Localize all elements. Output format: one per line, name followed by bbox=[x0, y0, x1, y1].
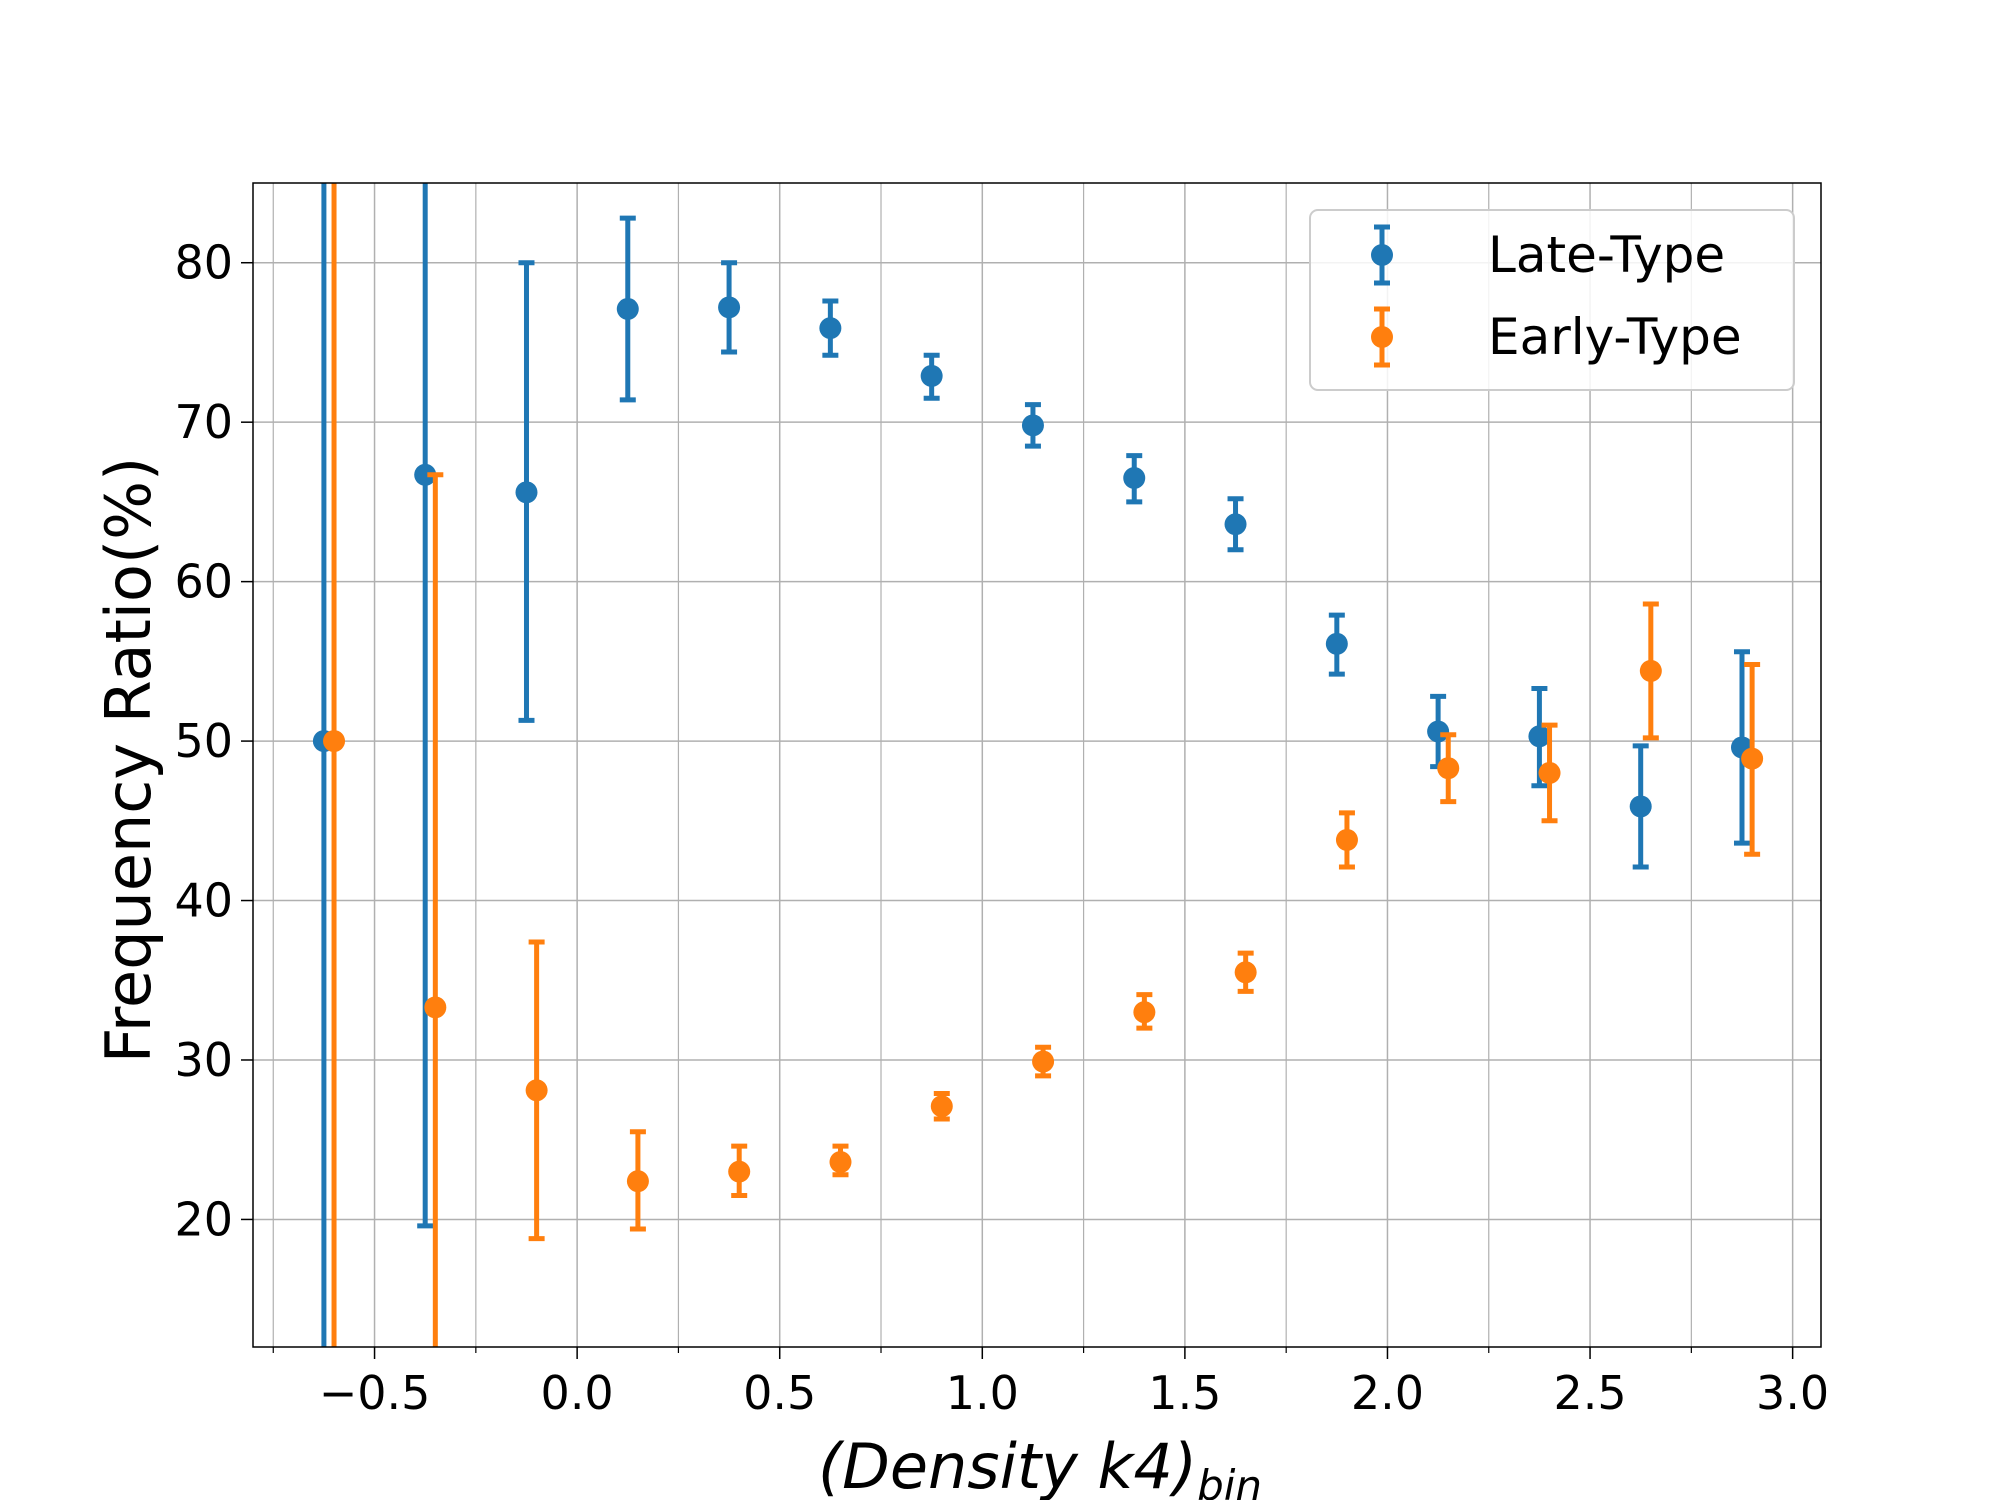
series-early-type bbox=[323, 183, 1764, 1347]
data-point bbox=[626, 1170, 649, 1193]
x-axis-label-subscript: bin bbox=[1197, 1461, 1262, 1500]
y-tick-label: 20 bbox=[174, 1192, 233, 1246]
data-point bbox=[1325, 632, 1348, 655]
data-point bbox=[1123, 466, 1146, 489]
x-tick-label: 1.5 bbox=[1148, 1366, 1221, 1420]
data-point bbox=[515, 481, 538, 504]
legend-frame bbox=[1309, 209, 1795, 391]
data-point bbox=[728, 1160, 751, 1183]
legend-marker-late-type bbox=[1371, 224, 1393, 286]
legend-label-early-type: Early-Type bbox=[1488, 308, 1742, 366]
x-tick-label: 3.0 bbox=[1756, 1366, 1829, 1420]
y-tick-label: 60 bbox=[174, 555, 233, 609]
data-point bbox=[1021, 414, 1044, 437]
x-tick-label: 2.5 bbox=[1553, 1366, 1626, 1420]
y-tick-label: 80 bbox=[174, 236, 233, 290]
y-tick-label: 40 bbox=[174, 874, 233, 928]
data-point bbox=[414, 463, 437, 486]
error-bar bbox=[417, 183, 434, 1229]
axis-ticks: −0.5 0.0 0.5 1.0 1.5 2.0 2.5 3.0 20 30 40 50 60 70 80 bbox=[174, 236, 1829, 1420]
y-tick-label: 50 bbox=[174, 714, 233, 768]
legend-label-late-type: Late-Type bbox=[1488, 226, 1725, 284]
legend-point bbox=[1371, 326, 1393, 348]
data-point bbox=[930, 1095, 953, 1118]
y-tick-label: 30 bbox=[174, 1033, 233, 1087]
legend-point bbox=[1371, 244, 1393, 266]
x-tick-label: 1.0 bbox=[946, 1366, 1019, 1420]
x-axis-label: (Density k4)bin bbox=[818, 1430, 1262, 1500]
data-point bbox=[829, 1151, 852, 1174]
data-point bbox=[920, 364, 943, 387]
error-bar bbox=[427, 472, 444, 1347]
plot-data bbox=[312, 183, 1764, 1347]
y-tick-label: 70 bbox=[174, 395, 233, 449]
x-tick-label: 2.0 bbox=[1351, 1366, 1424, 1420]
y-axis-label: Frequency Ratio(%) bbox=[92, 457, 165, 1063]
data-point bbox=[525, 1079, 548, 1102]
plot-area bbox=[312, 183, 1764, 1347]
data-point bbox=[819, 317, 842, 340]
data-point bbox=[1133, 1001, 1156, 1024]
data-point bbox=[1437, 757, 1460, 780]
series-late-type bbox=[312, 183, 1753, 1347]
data-point bbox=[1528, 725, 1551, 748]
data-point bbox=[1032, 1050, 1055, 1073]
legend: Late-Type Early-Type bbox=[1309, 209, 1795, 391]
data-point bbox=[616, 297, 639, 320]
data-point bbox=[1234, 961, 1257, 984]
legend-marker-early-type bbox=[1371, 306, 1393, 368]
data-point bbox=[424, 996, 447, 1019]
data-point bbox=[1335, 828, 1358, 851]
x-axis-label-main: (Density k4) bbox=[818, 1430, 1197, 1500]
data-point bbox=[323, 730, 346, 753]
x-tick-label: 0.5 bbox=[743, 1366, 816, 1420]
plot-frame bbox=[252, 182, 1822, 1348]
data-point bbox=[1629, 795, 1652, 818]
data-point bbox=[1224, 513, 1247, 536]
data-point bbox=[1741, 747, 1764, 770]
data-point bbox=[1538, 761, 1561, 784]
data-point bbox=[1639, 659, 1662, 682]
x-tick-label: 0.0 bbox=[541, 1366, 614, 1420]
x-tick-label: −0.5 bbox=[319, 1366, 431, 1420]
data-point bbox=[718, 296, 741, 319]
